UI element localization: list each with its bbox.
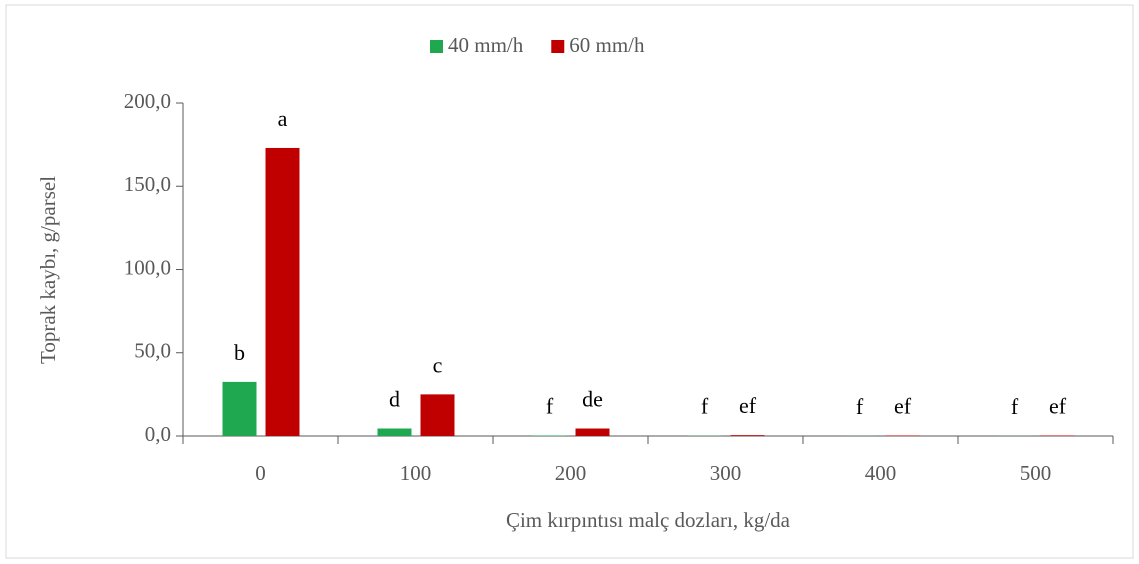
chart-border [5,4,1134,559]
significance-letter: c [433,352,443,377]
x-tick-label: 300 [710,461,742,485]
bar [575,428,610,436]
x-axis-title: Çim kırpıntısı malç dozları, kg/da [506,508,791,532]
y-axis-title: Toprak kaybı, g/parsel [36,176,60,364]
x-tick-label: 200 [555,461,587,485]
significance-letter: a [278,106,288,131]
significance-letter: f [546,394,554,419]
y-tick-label: 50,0 [134,339,171,363]
legend-label: 60 mm/h [569,33,645,57]
y-tick-label: 0,0 [145,422,171,446]
legend-swatch [551,40,565,53]
x-tick-label: 500 [1020,461,1052,485]
legend-label: 40 mm/h [448,33,524,57]
bar [377,428,412,436]
significance-letter: ef [1049,394,1067,419]
y-tick-label: 150,0 [124,172,171,196]
significance-letter: ef [894,394,912,419]
bar [222,381,257,436]
y-tick-label: 100,0 [124,255,171,279]
bar [420,394,455,436]
significance-letter: f [701,394,709,419]
significance-letter: b [234,340,245,365]
y-tick-label: 200,0 [124,89,171,113]
x-tick-label: 0 [255,461,266,485]
x-tick-label: 400 [865,461,897,485]
legend-swatch [430,40,443,53]
bar [730,435,765,436]
significance-letter: ef [739,393,757,418]
x-tick-label: 100 [400,461,432,485]
significance-letter: d [389,387,400,412]
significance-letter: f [856,394,864,419]
significance-letter: de [582,387,603,412]
bar [265,147,300,436]
significance-letter: f [1011,394,1019,419]
